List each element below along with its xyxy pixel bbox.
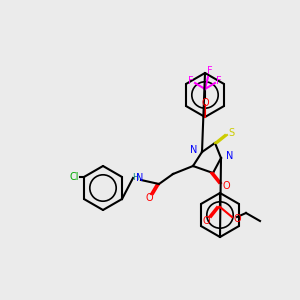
Text: N: N <box>190 145 197 155</box>
Text: N: N <box>226 151 233 161</box>
Text: S: S <box>228 128 234 138</box>
Text: Cl: Cl <box>69 172 79 182</box>
Text: O: O <box>202 216 210 226</box>
Text: O: O <box>233 214 241 224</box>
Text: O: O <box>222 181 230 191</box>
Text: H: H <box>132 173 138 182</box>
Text: F: F <box>188 76 194 86</box>
Text: O: O <box>201 98 209 108</box>
Text: F: F <box>216 76 222 86</box>
Text: N: N <box>136 173 144 183</box>
Text: F: F <box>207 66 213 76</box>
Text: O: O <box>145 193 153 203</box>
